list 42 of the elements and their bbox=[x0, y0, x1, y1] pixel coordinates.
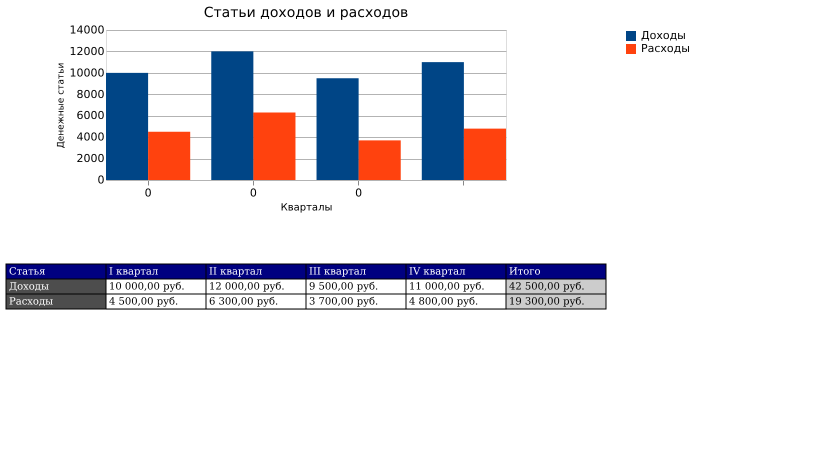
data-label: 4 800,00 руб. bbox=[409, 296, 478, 308]
bar bbox=[358, 140, 401, 180]
y-tick-label: 0 bbox=[98, 174, 104, 186]
y-tick-label: 8000 bbox=[76, 88, 104, 101]
bar bbox=[422, 62, 464, 180]
bar bbox=[211, 51, 254, 180]
text: II квартал bbox=[209, 266, 262, 278]
text: Статья bbox=[9, 266, 46, 278]
x-tick-label: 0 bbox=[250, 186, 257, 200]
data-label: 6 300,00 руб. bbox=[209, 296, 278, 308]
y-axis-title: Денежные статьи bbox=[56, 62, 67, 148]
data-label: 11 000,00 руб. bbox=[409, 282, 485, 292]
x-tick-label: 0 bbox=[355, 186, 362, 200]
legend-label: Расходы bbox=[641, 42, 690, 55]
text: Доходы bbox=[9, 282, 49, 292]
chart-title: Статьи доходов и расходов bbox=[204, 5, 408, 21]
y-tick-label: 4000 bbox=[76, 130, 104, 144]
x-axis-title: Кварталы bbox=[280, 202, 332, 214]
y-tick-label: 10000 bbox=[70, 66, 104, 80]
data-label: 9 500,00 руб. bbox=[309, 282, 378, 292]
text: III квартал bbox=[309, 266, 366, 278]
bar bbox=[316, 78, 359, 180]
data-label: 10 000,00 руб. bbox=[109, 282, 185, 292]
text: Расходы bbox=[9, 296, 54, 308]
bar bbox=[106, 72, 148, 180]
y-tick-label: 14000 bbox=[70, 24, 104, 36]
legend-label: Доходы bbox=[641, 29, 686, 42]
data-label: 4 500,00 руб. bbox=[109, 296, 178, 308]
data-label: 12 000,00 руб. bbox=[209, 282, 285, 292]
x-tick-label: 0 bbox=[144, 186, 152, 200]
data-label: 3 700,00 руб. bbox=[309, 296, 378, 308]
bar bbox=[148, 132, 190, 180]
text: I квартал bbox=[109, 266, 158, 278]
bar bbox=[464, 128, 506, 180]
y-tick-label: 6000 bbox=[76, 109, 104, 122]
text: 42 500,00 руб. bbox=[509, 282, 585, 292]
y-tick-label: 12000 bbox=[70, 44, 104, 58]
text: IV квартал bbox=[409, 266, 466, 278]
bar bbox=[253, 112, 296, 180]
text: 19 300,00 руб. bbox=[509, 296, 585, 308]
text: Итого bbox=[509, 266, 541, 278]
y-tick-label: 2000 bbox=[76, 152, 104, 166]
